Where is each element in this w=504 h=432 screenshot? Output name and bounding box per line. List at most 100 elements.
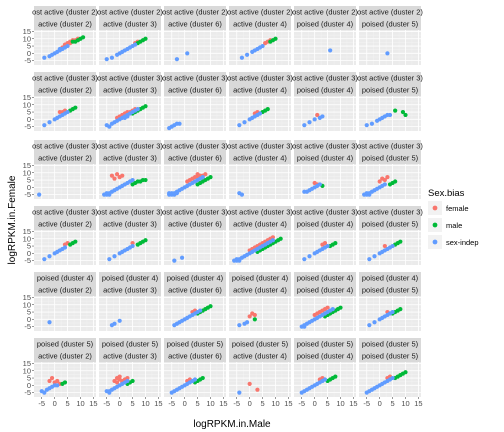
strip-background [164,284,226,296]
strip-label: poised (duster 5) [362,340,419,349]
data-point-male [208,175,213,180]
data-point-sex-indep [65,109,70,115]
x-tick-label: 0 [248,399,252,408]
facet-panel: ost active (duster 3) poised (duster 5) [357,72,423,131]
strip-background [359,272,421,284]
data-point-sex-indep [239,192,245,197]
x-tick-label: -5 [38,399,45,408]
strip-label: active (duster 3) [103,220,157,229]
data-point-sex-indep [185,51,190,56]
x-tick-label: 10 [401,399,409,408]
data-point-sex-indep [390,243,395,249]
strip-label: active (duster 4) [233,154,287,163]
data-point-female [47,378,52,384]
data-point-sex-indep [179,255,185,260]
facet-panel: poised (duster 5) poised (duster 5) [359,338,421,397]
strip-label: poised (duster 4) [167,274,224,283]
y-axis-title: logRPKM.in.Female [7,175,18,264]
y-tick-label: 15 [23,93,31,102]
x-tick-label: 15 [89,399,97,408]
strip-background [164,206,226,218]
data-point-female [322,241,328,246]
facet-panel: ost active (duster 3) poised (duster 5) [357,206,423,265]
strip-label: ost active (duster 2) [292,8,358,17]
strip-label: poised (duster 5) [167,340,224,349]
strip-background [99,6,161,18]
facet-panel: poised (duster 4) active (duster 6) [164,272,226,331]
y-tick-label: 0 [27,381,31,390]
facet-panel: ost active (duster 3) poised (duster 4) [292,72,358,131]
strip-label: active (duster 4) [233,352,287,361]
data-point-sex-indep [325,243,330,249]
y-tick-label: -5 [24,122,31,131]
data-point-sex-indep [167,191,172,196]
data-point-sex-indep [125,114,130,119]
facet-panel: poised (duster 5) poised (duster 4) [294,338,356,397]
data-point-sex-indep [387,112,393,118]
strip-label: poised (duster 5) [362,20,419,29]
data-point-sex-indep [42,390,47,395]
data-point-sex-indep [372,320,377,325]
data-point-female [125,375,130,381]
data-point-female [270,235,276,240]
strip-label: poised (duster 5) [102,340,159,349]
legend-label-male: male [446,221,462,230]
strip-background [164,6,226,18]
strip-label: active (duster 6) [168,286,222,295]
strip-background [164,140,226,152]
data-point-male [265,107,270,112]
data-point-male [130,378,135,384]
x-tick-label: 10 [76,399,84,408]
data-point-sex-indep [237,258,242,263]
data-point-sex-indep [369,121,375,126]
strip-label: active (duster 4) [233,20,287,29]
strip-label: ost active (duster 3) [227,142,293,151]
facet-panel: ost active (duster 3) active (duster 3) [97,140,163,199]
facet-panel: poised (duster 5) active (duster 2) [34,338,96,397]
data-point-sex-indep [192,377,198,382]
facet-panel: ost active (duster 2) poised (duster 4) [292,6,358,65]
strip-label: active (duster 4) [233,86,287,95]
data-point-sex-indep [328,48,333,53]
strip-background [229,272,291,284]
data-point-female [247,314,252,319]
data-point-sex-indep [242,120,247,125]
strip-label: poised (duster 4) [297,274,354,283]
strip-label: active (duster 4) [233,286,287,295]
data-point-male [143,238,148,243]
data-point-sex-indep [317,182,322,187]
strip-background [99,152,161,164]
x-tick-label: 5 [325,399,329,408]
data-point-sex-indep [390,375,395,381]
x-tick-label: 15 [219,399,227,408]
strip-background [99,84,161,96]
y-tick-label: 5 [27,42,31,51]
data-point-male [338,305,343,310]
data-point-female [112,176,117,181]
strip-label: active (duster 3) [103,352,157,361]
x-axis-title: logRPKM.in.Male [193,419,271,430]
data-point-sex-indep [385,51,390,56]
strip-label: ost active (duster 2) [97,8,163,17]
y-tick-label: 0 [27,249,31,258]
y-tick-label: 0 [27,115,31,124]
strip-background [34,72,96,84]
y-tick-label: 15 [23,293,31,302]
y-tick-label: 10 [23,234,31,243]
facet-panel: poised (duster 4) active (duster 4) [229,272,291,331]
y-tick-label: 0 [27,315,31,324]
data-point-sex-indep [47,320,52,325]
y-tick-label: 10 [23,366,31,375]
data-point-male [195,182,200,187]
data-point-sex-indep [200,175,205,180]
strip-label: poised (duster 4) [297,20,354,29]
facet-panel: ost active (duster 3) active (duster 6) [162,206,228,265]
strip-background [229,350,291,362]
data-point-male [143,104,148,109]
data-point-sex-indep [237,123,242,128]
strip-label: ost active (duster 2) [227,8,293,17]
data-point-sex-indep [390,309,395,315]
strip-background [34,6,96,18]
strip-background [229,72,291,84]
strip-background [164,218,226,230]
